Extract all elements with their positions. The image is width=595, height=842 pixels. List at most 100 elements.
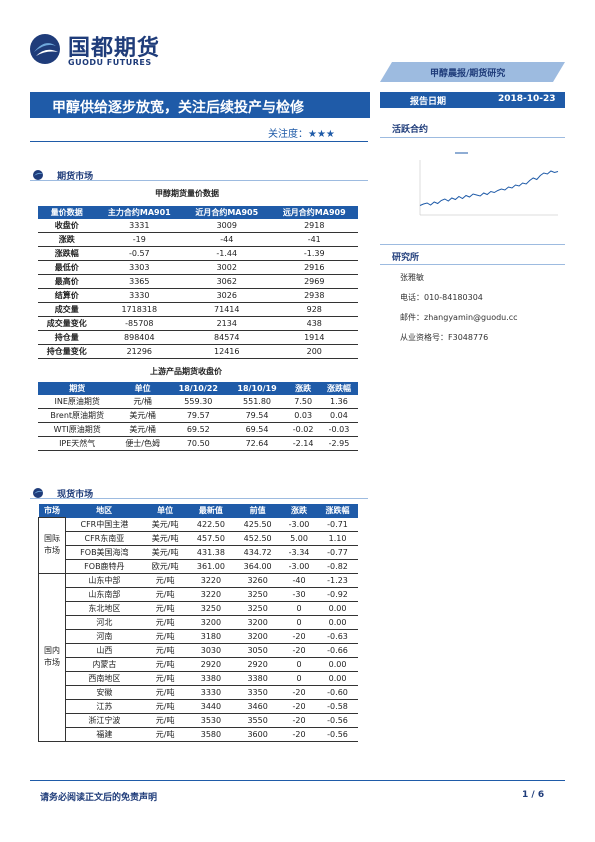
- table-cell: 361.00: [187, 559, 235, 574]
- table-cell: 438: [270, 316, 358, 331]
- table-cell: 3365: [95, 274, 184, 289]
- table-cell: 71414: [183, 302, 271, 317]
- table2-header-cell: 18/10/22: [168, 382, 228, 395]
- table-cell: 3330: [95, 288, 184, 303]
- table-cell: 山西: [65, 643, 143, 658]
- table-cell: 1718318: [95, 302, 184, 317]
- futures-price-table: 量价数据 主力合约MA901 近月合约MA905 远月合约MA909 收盘价 3331 3…: [38, 206, 358, 359]
- report-date-bar: 报告日期 2018-10-23: [380, 92, 565, 108]
- table-cell: Brent原油期货: [38, 408, 117, 423]
- table-cell: 山东中部: [65, 573, 143, 588]
- logo-chinese-name: 国都期货: [68, 36, 161, 61]
- table-cell: 69.52: [168, 422, 228, 437]
- table-cell: -3.00: [281, 559, 318, 574]
- table-row: 江苏 元/吨 3440 3460 -20 -0.58: [39, 699, 358, 714]
- table-cell: 0: [281, 657, 318, 672]
- table-row: 山东南部 元/吨 3220 3250 -30 -0.92: [39, 587, 358, 602]
- table-cell: 79.54: [227, 408, 287, 423]
- table-row: 东北地区 元/吨 3250 3250 0 0.00: [39, 601, 358, 616]
- table2-title: 上游产品期货收盘价: [150, 367, 222, 376]
- table-cell: 2134: [183, 316, 271, 331]
- table-cell: 2916: [270, 260, 358, 275]
- futures-section-title: 期货市场: [57, 172, 94, 182]
- table-cell: 欧元/吨: [142, 559, 188, 574]
- headline-text: 甲醇供给逐步放宽，关注后续投产与检修: [52, 100, 304, 116]
- table-cell: 3250: [187, 601, 235, 616]
- chart-series-line: [419, 170, 559, 206]
- table-cell: 3220: [187, 573, 235, 588]
- table-row: 成交量变化 -85708 2134 438: [38, 316, 358, 331]
- table1-header-cell: 远月合约MA909: [270, 206, 358, 219]
- table-row: 涨跌 -19 -44 -41: [38, 232, 358, 247]
- spot-price-table: 市场 地区 单位 最新值 前值 涨跌 涨跌幅 国际市场 CFR中国主港 美元/吨 422.50 42…: [38, 504, 358, 742]
- table-cell: 3330: [187, 685, 235, 700]
- table-cell: 3380: [187, 671, 235, 686]
- row-label: 成交量变化: [38, 316, 96, 331]
- table-cell: INE原油期货: [38, 395, 117, 409]
- market-group-domestic: 国内市场: [38, 572, 66, 742]
- sidebar-divider-mid: [380, 244, 565, 245]
- table-row: 国内市场 山东中部 元/吨 3220 3260 -40 -1.23: [38, 572, 358, 742]
- table-cell: -1.39: [270, 246, 358, 261]
- headline-bar: 甲醇供给逐步放宽，关注后续投产与检修: [30, 92, 370, 118]
- table-cell: -20: [281, 713, 318, 728]
- category-banner: 甲醇晨报/期货研究: [380, 62, 565, 82]
- table-cell: 551.80: [227, 395, 287, 409]
- table-cell: 431.38: [187, 545, 235, 560]
- table-cell: 0: [281, 601, 318, 616]
- spot-section-title: 现货市场: [57, 490, 94, 500]
- table-cell: 3303: [95, 260, 184, 275]
- table-cell: 元/吨: [142, 601, 188, 616]
- table-cell: 3580: [187, 727, 235, 742]
- report-date-label: 报告日期: [410, 97, 447, 107]
- table-cell: 3200: [234, 615, 281, 630]
- table-cell: 0.00: [317, 615, 358, 630]
- table-row: 持仓量 898404 84574 1914: [38, 330, 358, 345]
- table-cell: 3062: [183, 274, 271, 289]
- row-label: 成交量: [38, 302, 96, 317]
- banner-shape-icon: [380, 62, 565, 82]
- table-row: 持仓量变化 21296 12416 200: [38, 344, 358, 359]
- table-cell: 452.50: [234, 531, 281, 546]
- analyst-email[interactable]: 邮件：zhangyamin@guodu.cc: [400, 313, 518, 322]
- table-cell: 0.00: [317, 657, 358, 672]
- table-cell: -0.66: [317, 643, 358, 658]
- table-cell: CFR中国主港: [65, 517, 143, 532]
- table-cell: 5.00: [281, 531, 318, 546]
- table-cell: 江苏: [65, 699, 143, 714]
- title-divider: [30, 141, 368, 142]
- table-cell: -0.82: [317, 559, 358, 574]
- active-contract-title: 活跃合约: [392, 125, 429, 135]
- footer-page-number: 1 / 6: [522, 790, 545, 800]
- table-cell: -19: [95, 232, 184, 247]
- table-cell: 425.50: [234, 517, 281, 532]
- table-cell: -41: [270, 232, 358, 247]
- table-cell: 3050: [234, 643, 281, 658]
- attention-label: 关注度：: [268, 129, 308, 140]
- table-cell: -85708: [95, 316, 184, 331]
- table-cell: 3026: [183, 288, 271, 303]
- table1-header-cell: 主力合约MA901: [95, 206, 184, 219]
- table-cell: 3250: [234, 601, 281, 616]
- logo-mark-icon: [30, 34, 60, 64]
- table-cell: 3331: [95, 219, 184, 233]
- table-row: 福建 元/吨 3580 3600 -20 -0.56: [39, 727, 358, 742]
- table-cell: 0: [281, 671, 318, 686]
- table-cell: 3550: [234, 713, 281, 728]
- table-cell: 元/吨: [142, 699, 188, 714]
- table-cell: -3.34: [281, 545, 318, 560]
- table-cell: 434.72: [234, 545, 281, 560]
- footer-disclaimer[interactable]: 请务必阅读正文后的免责声明: [40, 793, 158, 803]
- row-label: 持仓量: [38, 330, 96, 345]
- table-cell: 422.50: [187, 517, 235, 532]
- table-cell: 安徽: [65, 685, 143, 700]
- table2-header-cell: 期货: [38, 382, 117, 395]
- sidebar-divider-low: [380, 264, 565, 265]
- table-row: 国际市场 CFR中国主港 美元/吨 422.50 425.50 -3.00 -0.71: [38, 517, 358, 574]
- table-cell: 69.54: [227, 422, 287, 437]
- table-cell: 12416: [183, 344, 271, 359]
- spot-section-line: [30, 498, 368, 499]
- section-logo-icon: [33, 487, 43, 498]
- table-row: FOB美国海湾 美元/吨 431.38 434.72 -3.34 -0.77: [39, 545, 358, 560]
- table-cell: -20: [281, 685, 318, 700]
